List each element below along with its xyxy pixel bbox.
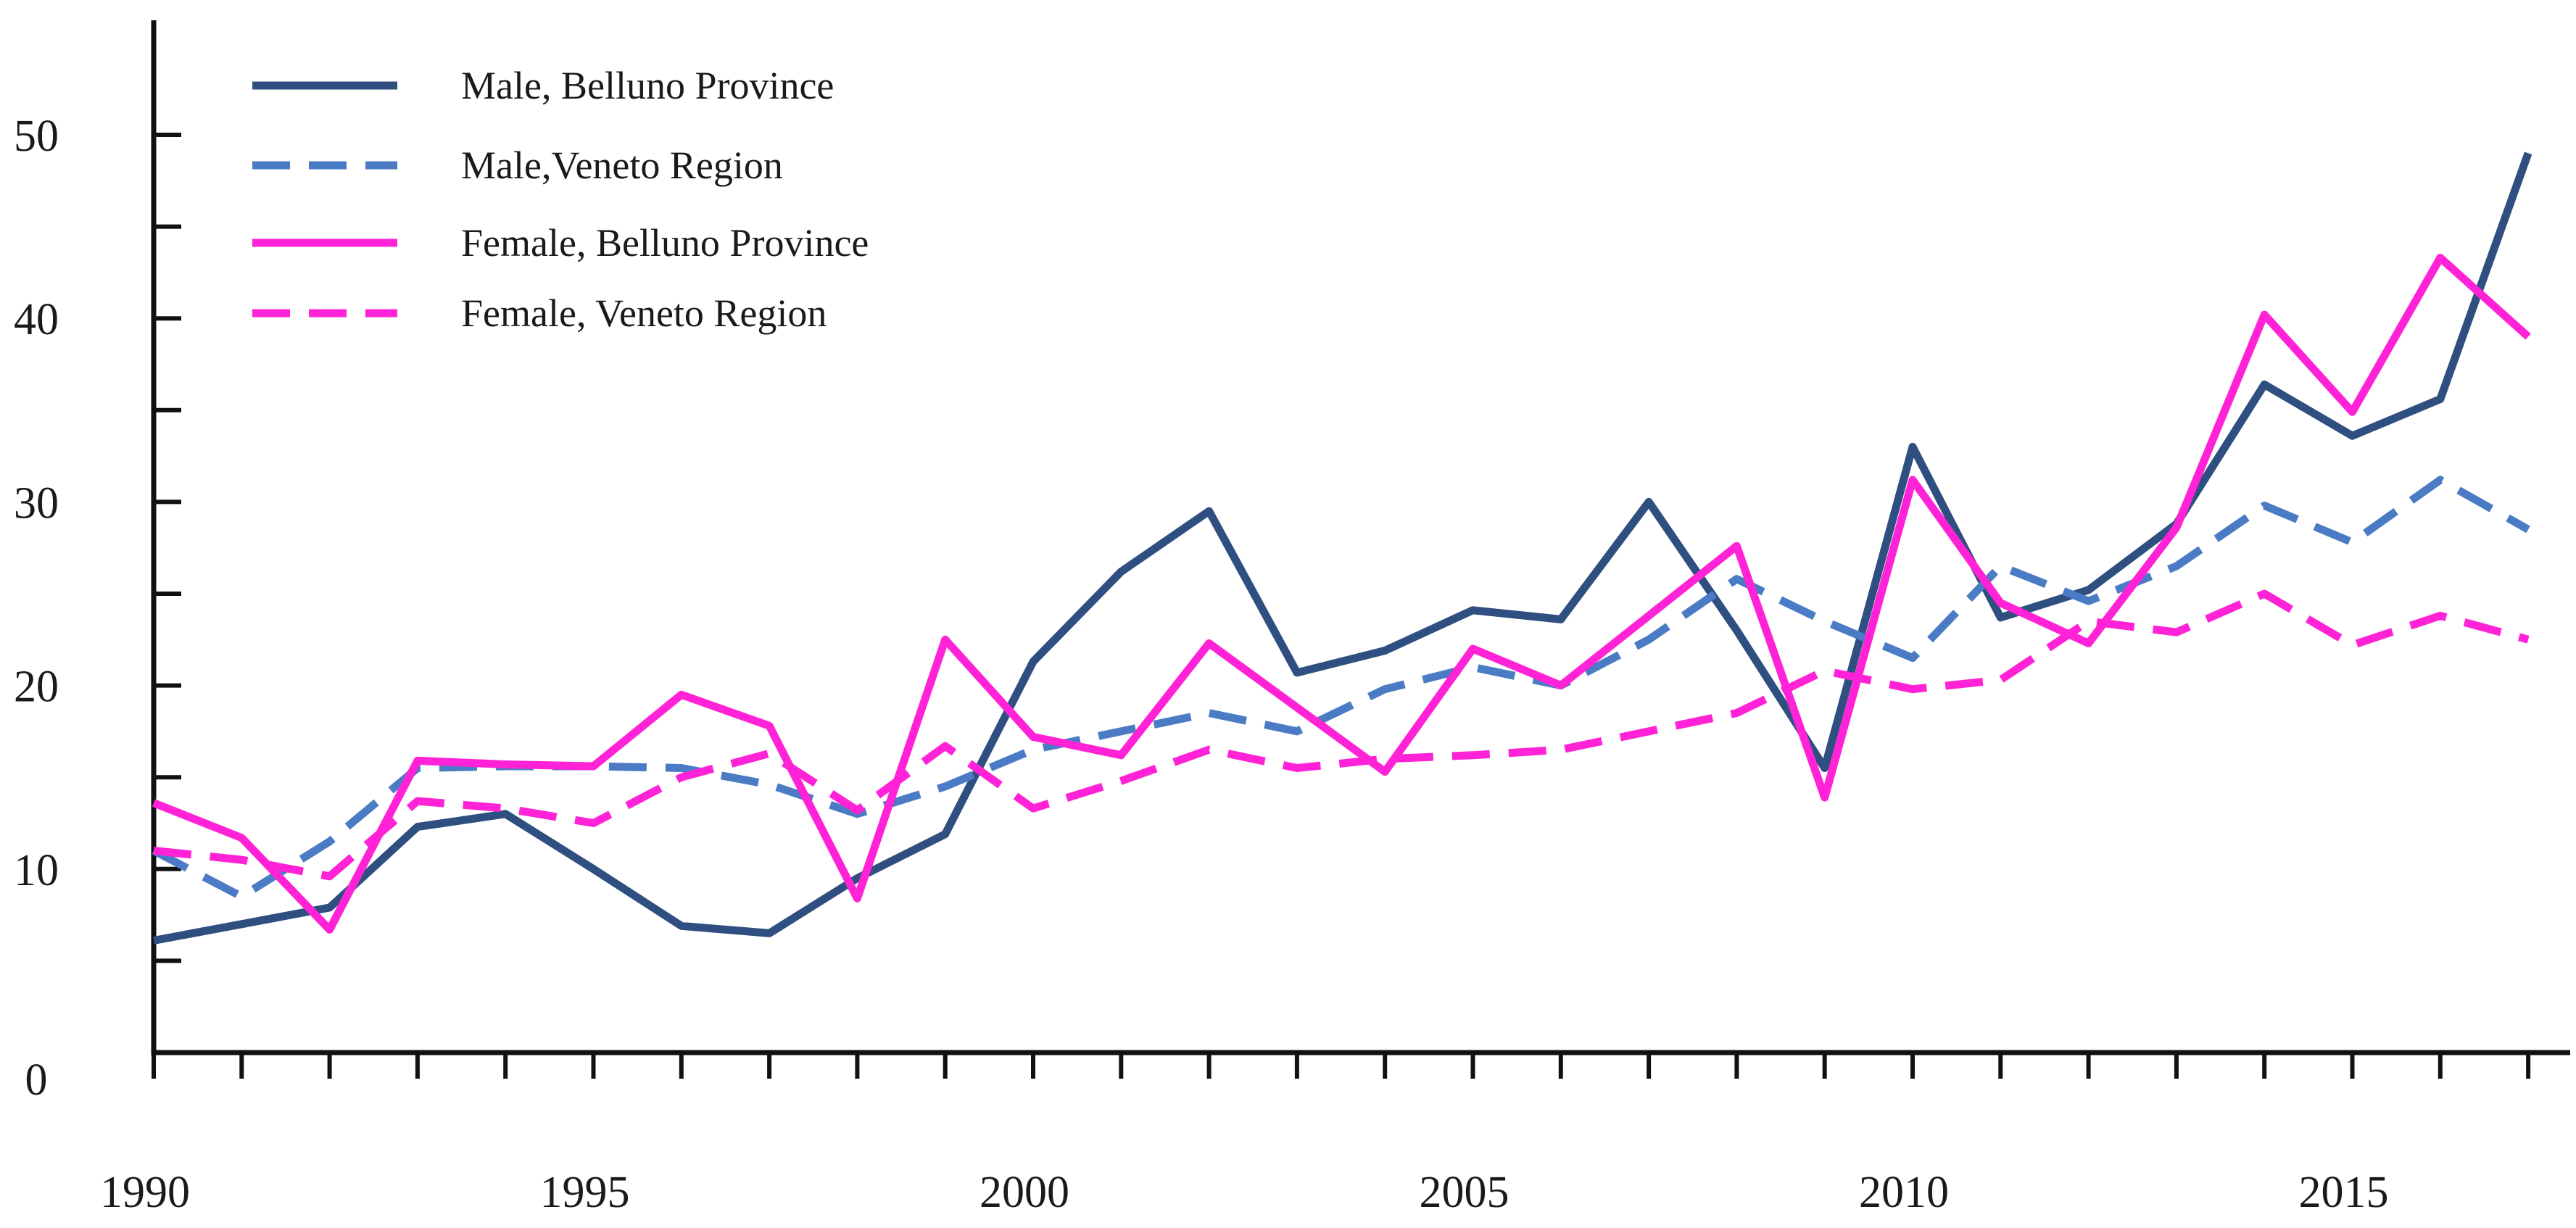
y-tick-label: 20: [14, 663, 59, 712]
x-tick-label: 2015: [2299, 1168, 2389, 1217]
legend: Male, Belluno Province Male,Veneto Region…: [252, 64, 869, 335]
series-line-4: [153, 589, 2530, 881]
series-line-3: [152, 254, 2531, 934]
series-line-1: [152, 152, 2532, 945]
legend-label-1: Male, Belluno Province: [461, 64, 834, 107]
x-tick-label: 2005: [1420, 1168, 1509, 1217]
y-tick-label: 0: [25, 1055, 48, 1105]
axes: [151, 20, 2570, 1079]
legend-label-4: Female, Veneto Region: [461, 291, 827, 335]
y-tick-label: 10: [14, 846, 59, 895]
y-tick-label: 50: [14, 112, 59, 161]
series-line-2: [152, 476, 2530, 901]
x-tick-label: 2000: [980, 1168, 1069, 1217]
x-tick-label: 1995: [540, 1168, 630, 1217]
x-tick-label: 1990: [100, 1168, 190, 1217]
legend-label-2: Male,Veneto Region: [461, 144, 783, 187]
tick-labels: 0 10 20 30 40 50 1990 1995 2000 2005 2010 2015: [14, 112, 2389, 1217]
legend-label-3: Female, Belluno Province: [461, 221, 869, 265]
x-tick-label: 2010: [1859, 1168, 1949, 1217]
y-tick-label: 40: [14, 295, 59, 344]
y-tick-label: 30: [14, 478, 59, 528]
series-lines: [152, 152, 2532, 945]
